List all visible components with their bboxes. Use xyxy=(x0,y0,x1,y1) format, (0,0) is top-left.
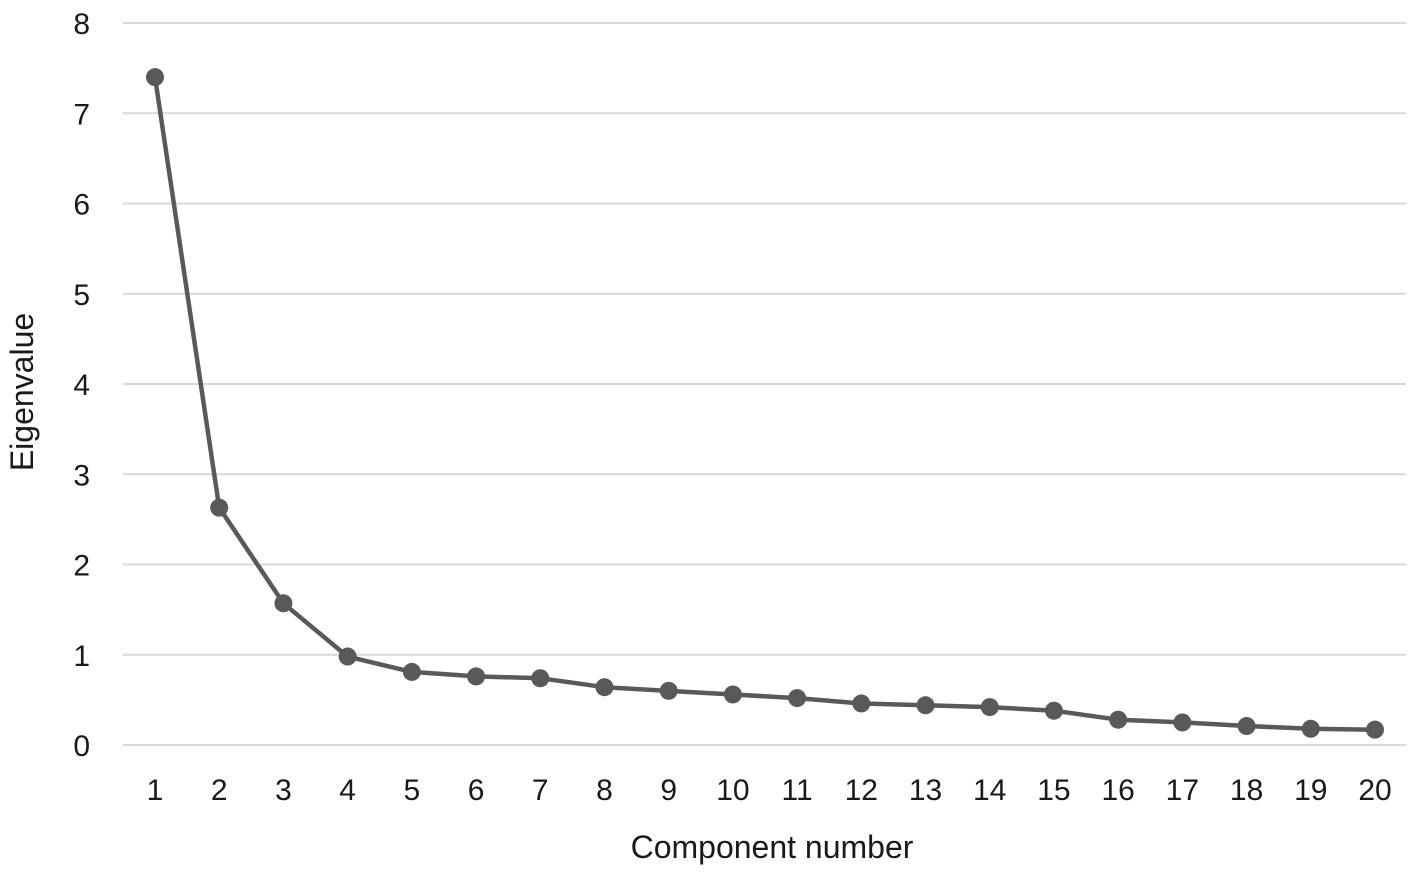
x-tick-label: 19 xyxy=(1294,774,1327,807)
x-tick-label: 8 xyxy=(596,774,613,807)
y-axis-title: Eigenvalue xyxy=(4,313,40,471)
data-point xyxy=(852,694,871,713)
x-axis-title: Component number xyxy=(631,829,914,865)
x-tick-label: 5 xyxy=(403,774,420,807)
x-tick-label: 1 xyxy=(147,774,164,807)
data-point xyxy=(210,498,229,517)
x-tick-label: 7 xyxy=(532,774,549,807)
y-tick-label: 6 xyxy=(73,189,90,222)
data-point xyxy=(1366,720,1384,739)
x-tick-labels: 1 2 3 4 5 6 7 8 9 10 11 12 13 14 15 16 17 18 19 20 xyxy=(147,774,1392,807)
x-tick-label: 9 xyxy=(660,774,677,807)
x-tick-label: 15 xyxy=(1037,774,1070,807)
x-tick-label: 17 xyxy=(1166,774,1199,807)
data-point xyxy=(1044,701,1063,720)
data-point xyxy=(980,698,999,717)
data-point xyxy=(338,647,357,666)
data-point xyxy=(531,669,550,688)
x-tick-label: 4 xyxy=(339,774,356,807)
data-point xyxy=(659,681,678,700)
data-point xyxy=(146,68,164,87)
data-point xyxy=(467,667,486,686)
data-point xyxy=(1173,713,1192,732)
x-tick-label: 13 xyxy=(909,774,942,807)
data-point xyxy=(402,662,421,681)
y-tick-label: 0 xyxy=(73,730,90,763)
x-tick-label: 20 xyxy=(1358,774,1391,807)
data-point xyxy=(274,594,293,613)
series-line xyxy=(152,74,1378,732)
data-point xyxy=(595,678,614,697)
x-tick-label: 10 xyxy=(716,774,749,807)
data-point xyxy=(916,696,935,715)
x-tick-label: 11 xyxy=(782,774,813,807)
data-point xyxy=(1109,710,1128,729)
y-tick-label: 3 xyxy=(73,459,90,492)
x-tick-label: 14 xyxy=(973,774,1006,807)
x-tick-label: 18 xyxy=(1230,774,1263,807)
y-tick-labels: 0 1 2 3 4 5 6 7 8 xyxy=(73,8,90,763)
data-point xyxy=(1237,717,1256,736)
y-tick-label: 7 xyxy=(73,98,90,131)
x-tick-label: 12 xyxy=(845,774,878,807)
x-tick-label: 3 xyxy=(275,774,292,807)
x-tick-label: 6 xyxy=(468,774,485,807)
data-point xyxy=(1301,719,1320,738)
gridlines xyxy=(123,22,1406,746)
y-tick-label: 8 xyxy=(73,8,90,41)
y-tick-label: 2 xyxy=(73,550,90,583)
data-point xyxy=(723,685,742,704)
data-point xyxy=(788,689,807,708)
y-tick-label: 5 xyxy=(73,279,90,312)
x-tick-label: 16 xyxy=(1101,774,1134,807)
y-tick-label: 1 xyxy=(73,640,90,673)
eigenvalue-series xyxy=(146,68,1384,739)
x-tick-label: 2 xyxy=(211,774,228,807)
y-tick-label: 4 xyxy=(73,369,90,402)
